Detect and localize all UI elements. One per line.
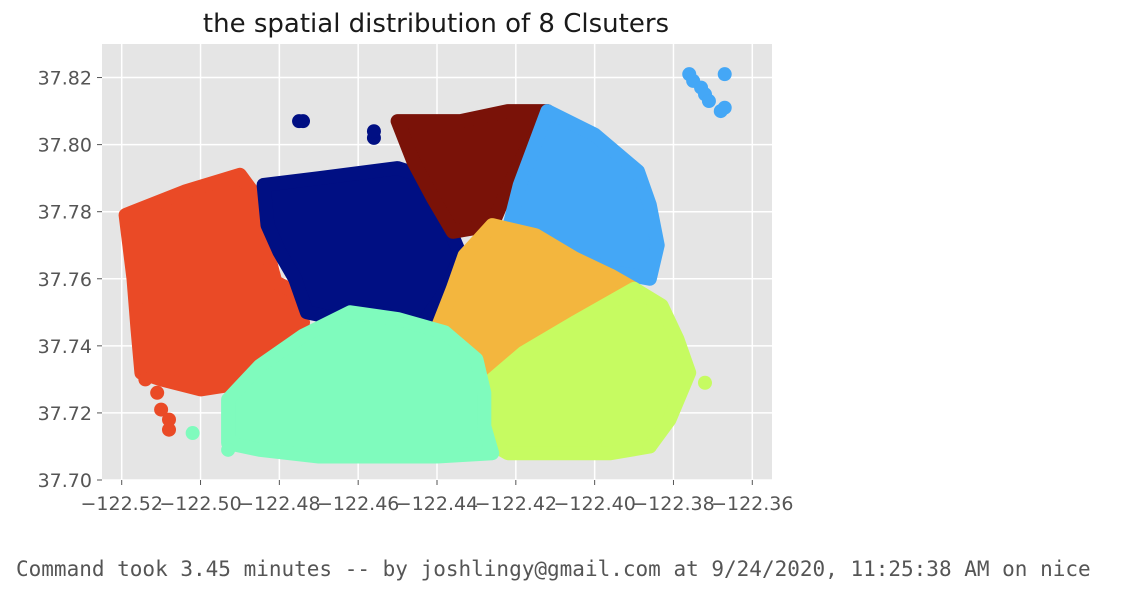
cluster-region xyxy=(390,104,555,239)
x-tick-label: −122.36 xyxy=(711,493,793,515)
cluster-point xyxy=(717,67,732,82)
y-tick-label: 37.74 xyxy=(38,336,92,358)
cluster-point xyxy=(713,104,728,119)
y-tick-label: 37.78 xyxy=(38,202,92,224)
y-tick-label: 37.80 xyxy=(38,135,92,157)
cluster-point xyxy=(587,436,602,451)
cluster-point xyxy=(162,412,176,427)
command-status-text: Command took 3.45 minutes -- by joshling… xyxy=(16,557,1091,581)
y-tick-label: 37.70 xyxy=(38,470,92,492)
x-tick-label: −122.50 xyxy=(159,493,241,515)
y-tick-label: 37.76 xyxy=(38,269,92,291)
cluster-7 xyxy=(185,305,500,464)
y-axis: 37.70 37.72 37.74 37.76 37.78 37.80 37.82 xyxy=(38,68,102,492)
cluster-point xyxy=(642,439,657,454)
cluster-point xyxy=(154,402,169,417)
x-tick-label: −122.44 xyxy=(396,493,478,515)
cluster-scatter-chart: the spatial distribution of 8 Clsuters −… xyxy=(38,9,794,515)
cluster-point xyxy=(366,124,381,139)
cluster-point xyxy=(296,114,310,129)
cluster-6 xyxy=(469,281,712,461)
cluster-point xyxy=(698,375,712,390)
cluster-point xyxy=(138,372,153,387)
cluster-3 xyxy=(390,104,555,239)
x-axis: −122.52−122.50−122.48−122.46−122.44−122.… xyxy=(81,480,793,515)
cluster-point xyxy=(150,385,165,400)
chart-title: the spatial distribution of 8 Clsuters xyxy=(203,9,669,39)
cluster-point xyxy=(701,94,716,109)
x-tick-label: −122.52 xyxy=(81,493,163,515)
cluster-region xyxy=(221,305,500,464)
x-tick-label: −122.48 xyxy=(238,493,320,515)
cluster-point xyxy=(162,422,176,437)
y-tick-label: 37.72 xyxy=(38,403,92,425)
x-tick-label: −122.38 xyxy=(632,493,714,515)
cluster-region xyxy=(469,281,697,461)
cluster-point xyxy=(185,426,200,441)
x-tick-label: −122.42 xyxy=(475,493,557,515)
x-tick-label: −122.40 xyxy=(553,493,635,515)
cluster-point xyxy=(221,442,236,457)
clusters xyxy=(118,67,732,464)
y-tick-label: 37.82 xyxy=(38,68,92,90)
x-tick-label: −122.46 xyxy=(317,493,399,515)
